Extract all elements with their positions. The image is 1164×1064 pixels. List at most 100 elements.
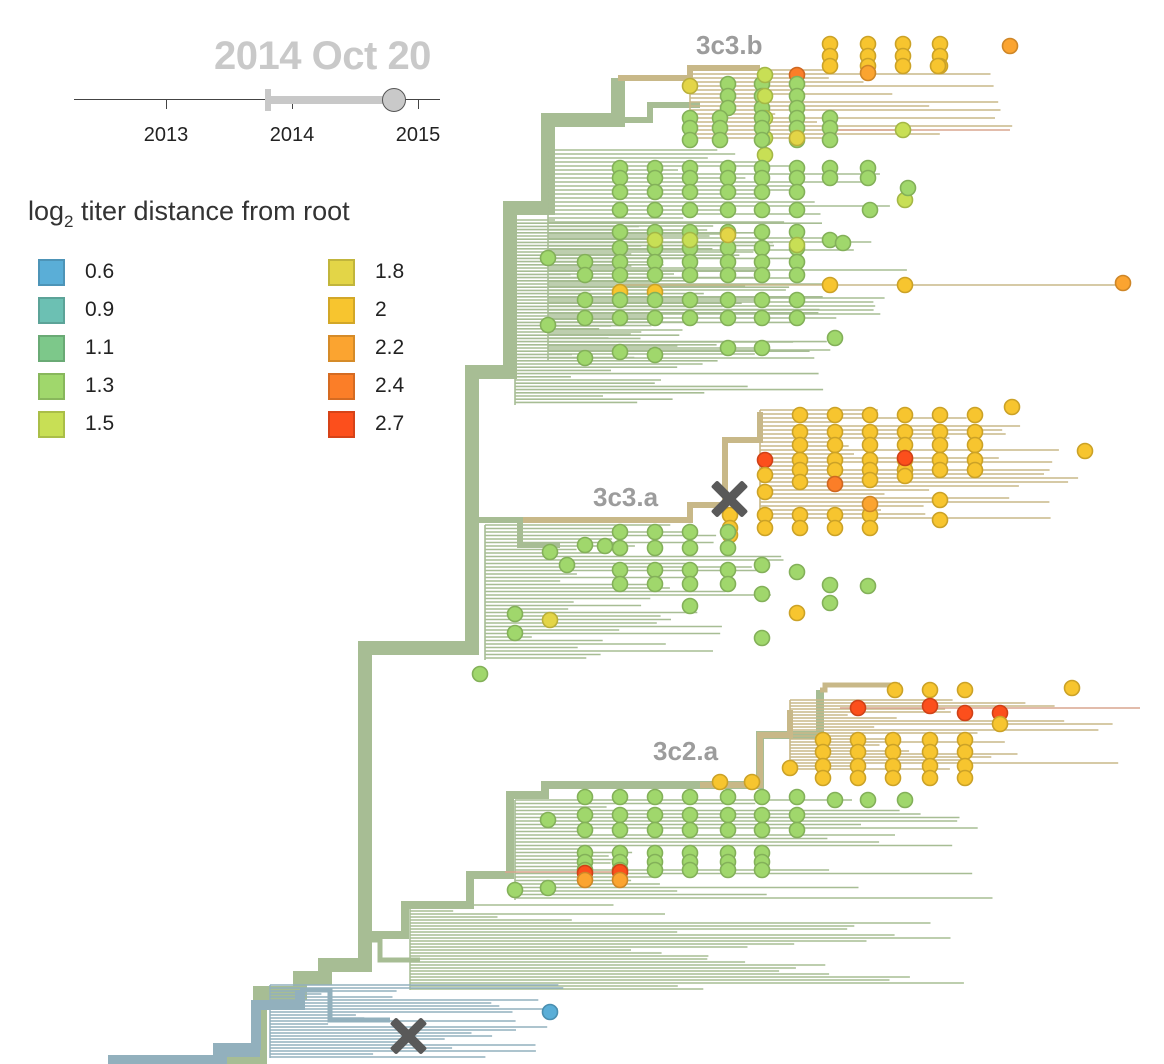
tip-node <box>788 563 806 581</box>
legend-label: 0.6 <box>85 260 115 283</box>
legend-swatch <box>328 258 355 286</box>
tip-node <box>896 406 914 424</box>
tip-node <box>539 316 557 334</box>
tree-branch <box>365 937 420 963</box>
clade-label-3c3a[interactable]: 3c3.a <box>593 482 659 512</box>
tip-node <box>719 266 737 284</box>
tip-node <box>921 769 939 787</box>
tip-node <box>719 183 737 201</box>
tip-node <box>539 811 557 829</box>
tip-node <box>611 539 629 557</box>
legend-item[interactable]: 2.2 <box>328 332 404 364</box>
tip-node <box>681 183 699 201</box>
legend-item[interactable]: 0.9 <box>38 294 114 326</box>
timeline-tick-2013 <box>166 99 167 109</box>
tip-node <box>753 821 771 839</box>
tree-branch <box>820 682 900 693</box>
tip-node <box>921 681 939 699</box>
tip-node <box>931 406 949 424</box>
legend-swatch <box>328 296 355 324</box>
timeline-end-handle[interactable] <box>382 88 406 112</box>
legend-swatch <box>38 334 65 362</box>
tip-node <box>719 339 737 357</box>
tip-node <box>611 291 629 309</box>
tip-node <box>884 743 902 761</box>
legend-item[interactable]: 1.5 <box>38 408 114 440</box>
tip-node <box>826 436 844 454</box>
legend-swatch <box>38 296 65 324</box>
timeline-selected-range[interactable] <box>266 96 396 104</box>
tip-node <box>821 57 839 75</box>
timeline-label-2015: 2015 <box>395 124 441 146</box>
tip-node <box>719 201 737 219</box>
tip-node <box>753 309 771 327</box>
tip-node <box>611 183 629 201</box>
tip-node <box>681 266 699 284</box>
tip-node <box>646 806 664 824</box>
tree-trunk-root <box>108 1043 260 1064</box>
tip-node <box>611 201 629 219</box>
tip-node <box>756 483 774 501</box>
tip-node <box>471 665 489 683</box>
tip-node <box>576 291 594 309</box>
tip-node <box>826 406 844 424</box>
close-icon[interactable] <box>388 1016 428 1056</box>
legend-label: 0.9 <box>85 298 115 321</box>
clade-label-3c2a[interactable]: 3c2.a <box>653 736 719 766</box>
tip-node <box>859 64 877 82</box>
tip-node <box>1076 442 1094 460</box>
tip-node <box>814 769 832 787</box>
tip-node <box>753 556 771 574</box>
tip-node <box>859 577 877 595</box>
tip-node <box>681 788 699 806</box>
legend-item[interactable]: 1.8 <box>328 256 404 288</box>
tip-node <box>849 769 867 787</box>
tip-node <box>646 575 664 593</box>
tip-node <box>611 169 629 187</box>
tip-node <box>719 788 737 806</box>
close-icon[interactable] <box>709 479 749 519</box>
tip-node <box>849 743 867 761</box>
tip-node <box>826 329 844 347</box>
tip-node <box>899 179 917 197</box>
timeline-start-handle[interactable] <box>265 89 271 111</box>
color-legend: 0.6 0.9 1.1 1.3 1.5 1.8 2 2.2 2.4 2.7 <box>38 256 438 446</box>
time-slider[interactable]: 2013 2014 2015 <box>70 86 450 156</box>
tip-node <box>1003 398 1021 416</box>
tip-node <box>646 231 664 249</box>
tip-node <box>681 806 699 824</box>
tip-node <box>788 266 806 284</box>
tip-node <box>821 131 839 149</box>
tip-node <box>681 597 699 615</box>
legend-item[interactable]: 1.3 <box>38 370 114 402</box>
tip-node <box>681 539 699 557</box>
tip-node <box>719 309 737 327</box>
legend-item[interactable]: 2.7 <box>328 408 404 440</box>
legend-item[interactable]: 2.4 <box>328 370 404 402</box>
clade-label-3c3b[interactable]: 3c3.b <box>696 30 763 60</box>
tip-node <box>861 519 879 537</box>
tip-node <box>681 169 699 187</box>
legend-item[interactable]: 1.1 <box>38 332 114 364</box>
tip-node <box>859 169 877 187</box>
tip-node <box>756 466 774 484</box>
tip-node <box>788 806 806 824</box>
legend-item[interactable]: 2 <box>328 294 387 326</box>
timeline-tick-2014 <box>292 99 293 109</box>
tip-node <box>743 773 761 791</box>
legend-label: 1.1 <box>85 336 115 359</box>
tip-node <box>541 543 559 561</box>
tip-node <box>753 201 771 219</box>
tip-node <box>753 223 771 241</box>
tip-node <box>506 881 524 899</box>
legend-label: 2.2 <box>375 336 405 359</box>
tip-node <box>681 309 699 327</box>
tip-node <box>788 201 806 219</box>
tip-node <box>886 681 904 699</box>
tip-node <box>611 806 629 824</box>
tip-node <box>646 561 664 579</box>
tip-node <box>506 624 524 642</box>
legend-item[interactable]: 0.6 <box>38 256 114 288</box>
tip-node <box>646 821 664 839</box>
timeline-tick-2015 <box>418 99 419 109</box>
